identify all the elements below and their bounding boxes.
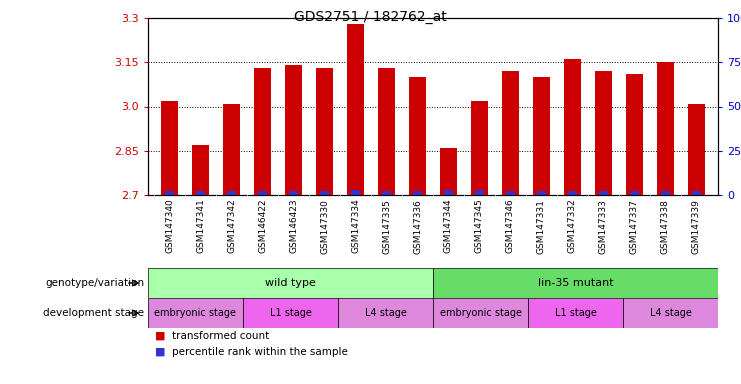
- Bar: [227, 192, 236, 195]
- Bar: [471, 101, 488, 195]
- Bar: [243, 298, 338, 328]
- Bar: [148, 268, 433, 298]
- Bar: [475, 190, 484, 195]
- Text: GSM146423: GSM146423: [289, 199, 298, 253]
- Text: GSM147331: GSM147331: [537, 199, 546, 253]
- Bar: [223, 104, 240, 195]
- Text: L4 stage: L4 stage: [365, 308, 406, 318]
- Bar: [440, 148, 457, 195]
- Bar: [568, 192, 577, 195]
- Text: GSM147335: GSM147335: [382, 199, 391, 253]
- Text: wild type: wild type: [265, 278, 316, 288]
- Bar: [626, 74, 643, 195]
- Bar: [351, 190, 360, 195]
- Bar: [413, 192, 422, 195]
- Bar: [528, 298, 623, 328]
- Bar: [196, 192, 205, 195]
- Text: embryonic stage: embryonic stage: [439, 308, 522, 318]
- Bar: [320, 192, 329, 195]
- Bar: [285, 65, 302, 195]
- Text: ■: ■: [156, 347, 166, 357]
- Bar: [688, 104, 705, 195]
- Bar: [161, 101, 178, 195]
- Text: GSM147334: GSM147334: [351, 199, 360, 253]
- Bar: [536, 192, 546, 195]
- Text: L1 stage: L1 stage: [270, 308, 311, 318]
- Text: GSM147337: GSM147337: [630, 199, 639, 253]
- Bar: [533, 77, 550, 195]
- Bar: [347, 24, 364, 195]
- Bar: [254, 68, 271, 195]
- Text: GSM147330: GSM147330: [320, 199, 329, 253]
- Text: GSM147336: GSM147336: [413, 199, 422, 253]
- Bar: [409, 77, 426, 195]
- Bar: [192, 145, 209, 195]
- Text: GSM147346: GSM147346: [506, 199, 515, 253]
- Bar: [630, 192, 639, 195]
- Text: L4 stage: L4 stage: [650, 308, 691, 318]
- Bar: [444, 190, 453, 195]
- Text: GSM147339: GSM147339: [692, 199, 701, 253]
- Bar: [378, 68, 395, 195]
- Text: GSM147338: GSM147338: [661, 199, 670, 253]
- Bar: [165, 192, 174, 195]
- Text: GSM147341: GSM147341: [196, 199, 205, 253]
- Bar: [502, 71, 519, 195]
- Bar: [657, 62, 674, 195]
- Bar: [289, 192, 299, 195]
- Text: lin-35 mutant: lin-35 mutant: [538, 278, 614, 288]
- Text: GSM147344: GSM147344: [444, 199, 453, 253]
- Text: genotype/variation: genotype/variation: [45, 278, 144, 288]
- Bar: [338, 298, 433, 328]
- Text: GSM147340: GSM147340: [165, 199, 174, 253]
- Text: embryonic stage: embryonic stage: [155, 308, 236, 318]
- Bar: [623, 298, 718, 328]
- Bar: [433, 298, 528, 328]
- Text: GSM147332: GSM147332: [568, 199, 577, 253]
- Bar: [661, 192, 670, 195]
- Text: GSM147342: GSM147342: [227, 199, 236, 253]
- Bar: [258, 192, 268, 195]
- Text: development stage: development stage: [43, 308, 144, 318]
- Text: transformed count: transformed count: [172, 331, 269, 341]
- Bar: [691, 192, 701, 195]
- Bar: [599, 192, 608, 195]
- Bar: [564, 59, 581, 195]
- Text: L1 stage: L1 stage: [554, 308, 597, 318]
- Bar: [595, 71, 612, 195]
- Text: ■: ■: [156, 331, 166, 341]
- Bar: [433, 268, 718, 298]
- Text: percentile rank within the sample: percentile rank within the sample: [172, 347, 348, 357]
- Bar: [506, 192, 515, 195]
- Bar: [382, 192, 391, 195]
- Text: GSM146422: GSM146422: [258, 199, 267, 253]
- Text: GSM147333: GSM147333: [599, 199, 608, 253]
- Text: GSM147345: GSM147345: [475, 199, 484, 253]
- Bar: [316, 68, 333, 195]
- Bar: [148, 298, 243, 328]
- Text: GDS2751 / 182762_at: GDS2751 / 182762_at: [294, 10, 447, 24]
